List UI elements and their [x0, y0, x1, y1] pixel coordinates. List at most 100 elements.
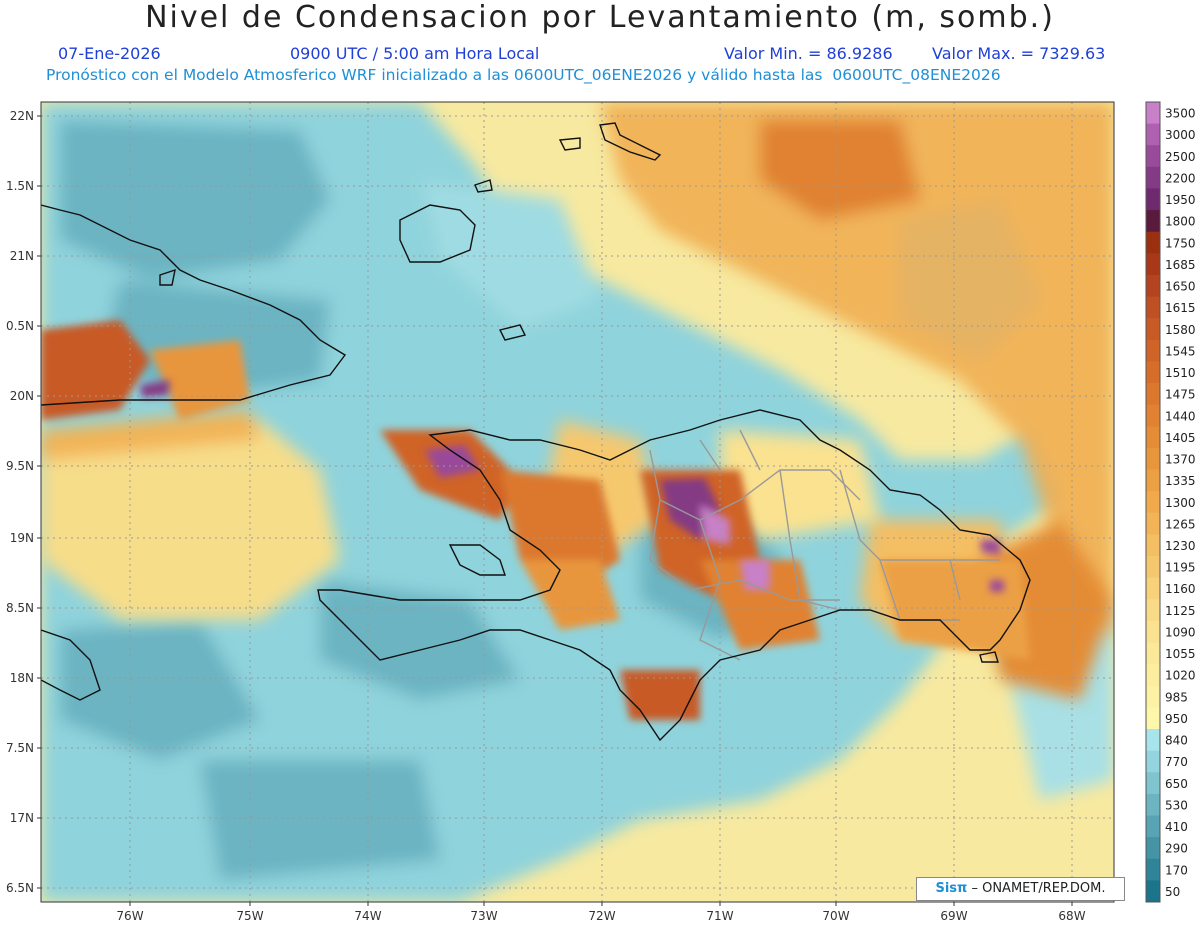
legend-swatch — [1146, 123, 1160, 146]
legend-swatch — [1146, 793, 1160, 817]
legend-label: 1370 — [1165, 453, 1196, 467]
legend-swatch — [1146, 512, 1160, 535]
lon-label: 68W — [1058, 909, 1085, 923]
lat-label: 9.5N — [6, 459, 34, 473]
page-title: Nivel de Condensacion por Levantamiento … — [145, 0, 1055, 35]
legend-label: 1750 — [1165, 236, 1196, 250]
legend-swatch — [1146, 102, 1160, 125]
legend-swatch — [1146, 361, 1160, 384]
lat-labels: 22N 1.5N 21N 0.5N 20N 9.5N 19N 8.5N 18N … — [6, 109, 34, 895]
lon-label: 73W — [470, 909, 497, 923]
legend-swatch — [1146, 685, 1160, 708]
legend-label: 1615 — [1165, 301, 1196, 315]
legend-label: 950 — [1165, 712, 1188, 726]
legend-swatch — [1146, 404, 1160, 427]
lon-label: 76W — [116, 909, 143, 923]
legend-label: 1580 — [1165, 323, 1196, 337]
legend-swatch — [1146, 815, 1160, 838]
sis-logo-text: Sisπ — [935, 881, 968, 896]
coastlines — [41, 122, 1031, 742]
legend-swatch — [1146, 145, 1160, 168]
tick-marks — [37, 115, 1073, 906]
lat-label: 19N — [10, 531, 34, 545]
lon-label: 75W — [236, 909, 263, 923]
legend-swatch — [1146, 534, 1160, 557]
legend-label: 1160 — [1165, 582, 1196, 596]
color-legend: 3500 3000 2500 2200 1950 1800 1750 1685 1650 1615… — [1145, 101, 1196, 903]
legend-swatch — [1146, 296, 1160, 319]
min-value-label: Valor Min. = 86.9286 — [724, 44, 893, 63]
legend-label: 1545 — [1165, 344, 1196, 358]
legend-swatch — [1146, 837, 1160, 860]
org-text: – ONAMET/REP.DOM. — [971, 881, 1106, 896]
lat-label: 17N — [10, 811, 34, 825]
legend-label: 1125 — [1165, 604, 1196, 618]
lat-label: 21N — [10, 249, 34, 263]
lon-label: 74W — [354, 909, 381, 923]
legend-label: 1265 — [1165, 517, 1196, 531]
legend-label: 840 — [1165, 734, 1188, 748]
legend-label: 170 — [1165, 863, 1188, 877]
max-value-label: Valor Max. = 7329.63 — [932, 44, 1106, 63]
legend-label: 650 — [1165, 777, 1188, 791]
shaded-field — [41, 102, 1114, 902]
legend-swatch — [1146, 339, 1160, 362]
legend-swatch — [1146, 253, 1160, 276]
legend-swatch — [1146, 491, 1160, 514]
legend-swatch — [1146, 231, 1160, 254]
forecast-label: Pronóstico con el Modelo Atmosferico WRF… — [46, 66, 1001, 84]
lat-label: 20N — [10, 389, 34, 403]
legend-label: 3000 — [1165, 128, 1196, 142]
time-label: 0900 UTC / 5:00 am Hora Local — [290, 44, 540, 63]
date-label: 07-Ene-2026 — [58, 44, 161, 63]
legend-label: 1230 — [1165, 539, 1196, 553]
legend-swatch — [1146, 577, 1160, 600]
legend-swatch — [1146, 772, 1160, 795]
legend-label: 1950 — [1165, 193, 1196, 207]
legend-label: 1510 — [1165, 366, 1196, 380]
lon-labels: 76W 75W 74W 73W 72W 71W 70W 69W 68W — [116, 909, 1085, 923]
legend-label: 1800 — [1165, 215, 1196, 229]
legend-label: 50 — [1165, 885, 1180, 899]
plot-frame — [40, 101, 1115, 903]
lat-label: 0.5N — [6, 319, 34, 333]
legend-swatch — [1146, 880, 1160, 903]
lat-label: 7.5N — [6, 741, 34, 755]
legend-swatch — [1146, 188, 1160, 211]
legend-swatch — [1146, 469, 1160, 492]
legend-label: 410 — [1165, 820, 1188, 834]
province-borders — [649, 429, 1000, 661]
legend-swatch — [1146, 664, 1160, 687]
legend-swatch — [1146, 383, 1160, 406]
credit-badge: Sisπ – ONAMET/REP.DOM. — [916, 877, 1125, 901]
lat-label: 1.5N — [6, 179, 34, 193]
legend-label: 290 — [1165, 842, 1188, 856]
lon-label: 72W — [588, 909, 615, 923]
legend-frame — [1145, 101, 1161, 903]
legend-swatch — [1146, 318, 1160, 341]
legend-label: 3500 — [1165, 107, 1196, 121]
lon-label: 71W — [706, 909, 733, 923]
legend-label: 1300 — [1165, 496, 1196, 510]
legend-swatch — [1146, 642, 1160, 665]
legend-label: 1405 — [1165, 431, 1196, 445]
legend-swatch — [1146, 729, 1160, 752]
lat-label: 22N — [10, 109, 34, 123]
legend-label: 2500 — [1165, 150, 1196, 164]
legend-swatch — [1146, 750, 1160, 773]
lat-label: 8.5N — [6, 601, 34, 615]
lon-label: 70W — [822, 909, 849, 923]
legend-swatch — [1146, 426, 1160, 449]
legend-label: 1650 — [1165, 280, 1196, 294]
legend-label: 985 — [1165, 690, 1188, 704]
legend-label: 1335 — [1165, 474, 1196, 488]
legend-label: 770 — [1165, 755, 1188, 769]
legend-label: 1195 — [1165, 561, 1196, 575]
lat-label: 18N — [10, 671, 34, 685]
legend-label: 2200 — [1165, 171, 1196, 185]
legend-swatch — [1146, 447, 1160, 471]
legend-swatch — [1146, 166, 1160, 189]
legend-swatch — [1146, 210, 1160, 233]
legend-swatch — [1146, 620, 1160, 644]
